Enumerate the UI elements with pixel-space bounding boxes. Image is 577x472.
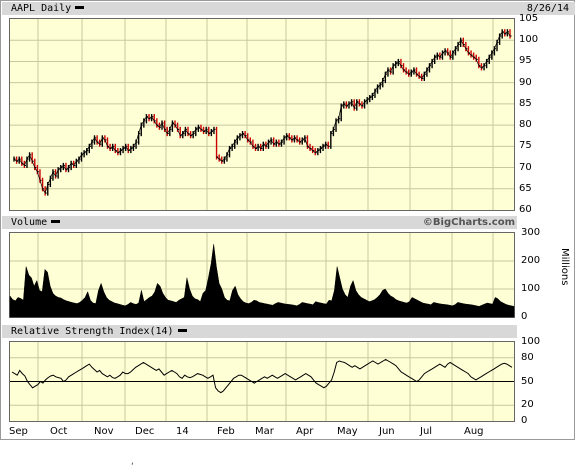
price-y-tick: 100 (519, 34, 539, 46)
price-y-tick: 75 (519, 140, 532, 152)
rsi-title: Relative Strength Index(14) (11, 326, 174, 337)
rsi-y-tick: 80 (521, 351, 534, 363)
x-axis-label: May (337, 426, 358, 437)
x-axis-label: 14 (176, 426, 189, 437)
x-axis-label: Oct (50, 426, 68, 437)
price-y-tick: 70 (519, 161, 532, 173)
price-title: AAPL Daily (11, 3, 72, 14)
brand-watermark: ©BigCharts.com (422, 217, 515, 228)
price-y-tick: 60 (519, 204, 532, 215)
rsi-y-tick: 100 (521, 336, 541, 347)
rsi-panel-header: Relative Strength Index(14) (2, 325, 517, 338)
rsi-title-wrap: Relative Strength Index(14) (11, 325, 187, 338)
volume-title: Volume (11, 217, 48, 228)
x-axis-label: Feb (217, 426, 235, 437)
footer-mark: ‘ (131, 462, 134, 472)
x-axis-label: Aug (464, 426, 484, 437)
volume-unit-label: Millions (559, 248, 570, 286)
volume-title-wrap: Volume (11, 216, 61, 229)
chart-date: 8/26/14 (526, 3, 569, 14)
x-axis-label: Sep (9, 426, 28, 437)
volume-area (9, 244, 515, 318)
volume-panel-header: Volume ©BigCharts.com (2, 216, 517, 229)
price-title-marker (75, 5, 85, 9)
rsi-series-line (11, 358, 513, 394)
rsi-title-marker (177, 328, 187, 332)
x-axis-label: Jun (379, 426, 395, 437)
x-axis-label: Apr (296, 426, 314, 437)
price-y-tick: 105 (519, 13, 539, 24)
price-y-tick: 65 (519, 182, 532, 194)
price-title-wrap: AAPL Daily (11, 2, 85, 15)
rsi-y-tick: 20 (521, 399, 534, 411)
rsi-y-tick: 0 (521, 415, 528, 426)
volume-y-tick: 0 (521, 311, 528, 322)
volume-title-marker (51, 219, 61, 223)
x-axis-label: Jul (420, 426, 433, 437)
price-y-tick: 85 (519, 97, 532, 109)
x-axis-label: Dec (135, 426, 155, 437)
x-axis-label: Nov (94, 426, 114, 437)
price-series-line (13, 31, 511, 194)
volume-y-tick: 200 (521, 255, 541, 266)
volume-y-tick: 100 (521, 283, 541, 294)
price-panel-header: AAPL Daily 8/26/14 (2, 2, 575, 15)
x-axis-label: Mar (255, 426, 274, 437)
volume-y-tick: 300 (521, 227, 541, 238)
price-y-tick: 95 (519, 55, 532, 67)
price-y-tick: 90 (519, 76, 532, 88)
price-y-tick: 80 (519, 119, 532, 131)
rsi-y-tick: 50 (521, 375, 534, 387)
price-plot-area (9, 18, 515, 211)
